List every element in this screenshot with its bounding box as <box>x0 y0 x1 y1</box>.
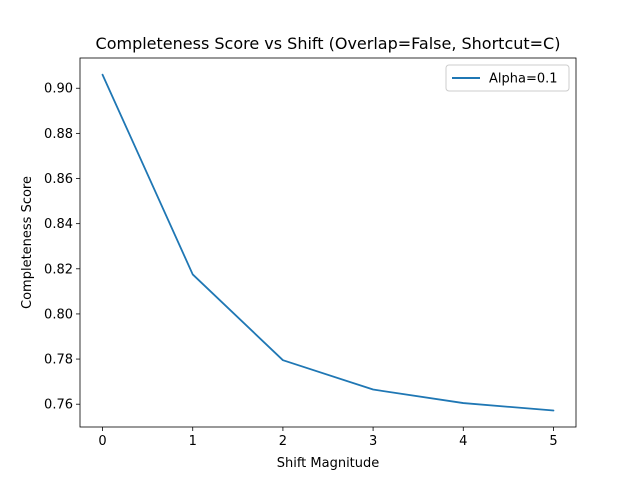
chart-title: Completeness Score vs Shift (Overlap=Fal… <box>96 34 561 53</box>
y-tick-label: 0.82 <box>44 262 73 277</box>
x-tick-label: 5 <box>549 434 557 449</box>
x-tick-label: 3 <box>369 434 377 449</box>
y-tick-label: 0.84 <box>44 217 73 232</box>
series-line-0 <box>101 73 555 412</box>
x-tick-label: 0 <box>98 434 106 449</box>
legend-box <box>445 64 570 92</box>
x-tick-label: 4 <box>459 434 467 449</box>
y-tick-label: 0.76 <box>44 398 73 413</box>
legend-entry-alpha-0-1: Alpha=0.1 <box>489 72 558 87</box>
y-tick-label: 0.88 <box>44 127 73 142</box>
y-axis-label: Completeness Score <box>20 176 35 309</box>
x-axis-ticks: 0 1 2 3 4 5 <box>98 427 558 449</box>
x-tick-label: 2 <box>279 434 287 449</box>
y-tick-label: 0.80 <box>44 307 73 322</box>
y-tick-label: 0.78 <box>44 353 73 368</box>
y-tick-label: 0.90 <box>44 82 73 97</box>
y-tick-label: 0.86 <box>44 172 73 187</box>
x-axis-label: Shift Magnitude <box>277 456 380 471</box>
x-tick-label: 1 <box>189 434 197 449</box>
series-layer <box>101 73 555 412</box>
y-axis-ticks: 0.76 0.78 0.80 0.82 0.84 0.86 0.88 0.90 <box>44 82 80 413</box>
legend: Alpha=0.1 <box>445 64 570 92</box>
plot-area-frame <box>79 57 577 428</box>
